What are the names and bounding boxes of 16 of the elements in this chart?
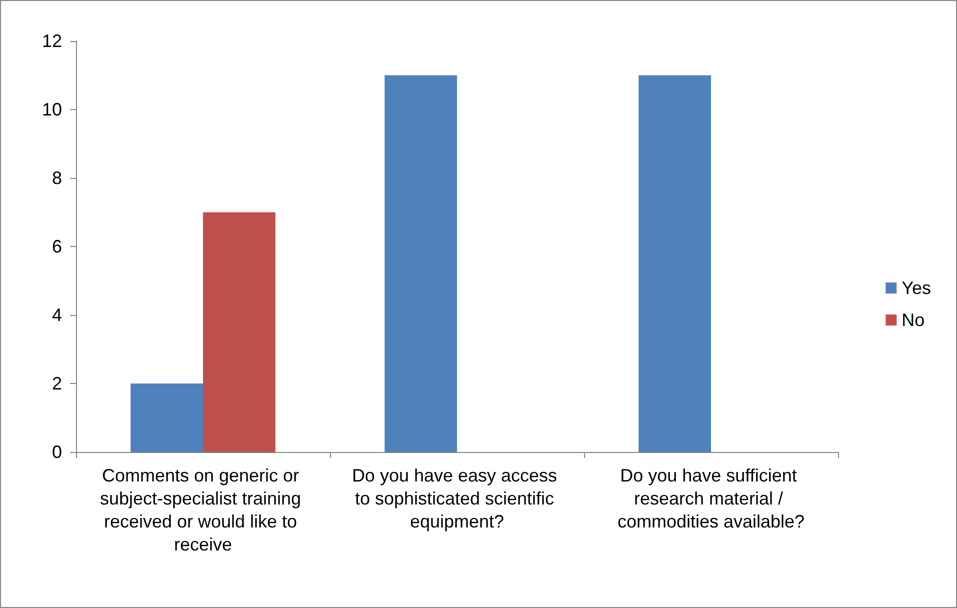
y-tick-label: 6 bbox=[52, 236, 62, 256]
y-tick-label: 0 bbox=[52, 442, 62, 462]
bar bbox=[384, 75, 457, 452]
y-tick-label: 4 bbox=[52, 305, 62, 325]
bar bbox=[638, 75, 711, 452]
x-tick-label: Do you have sufficient research material / commodities available? bbox=[617, 466, 805, 532]
legend-label: Yes bbox=[902, 278, 932, 298]
bar bbox=[130, 384, 203, 452]
legend-label: No bbox=[902, 310, 925, 330]
x-tick-label: Comments on generic or subject-specialist training received or would like to receive bbox=[100, 466, 306, 554]
y-tick-label: 2 bbox=[52, 374, 62, 394]
bar bbox=[203, 212, 276, 452]
x-tick-label: Do you have easy access to sophisticated scientific equipment? bbox=[352, 466, 562, 532]
y-tick-label: 12 bbox=[42, 31, 62, 51]
y-tick-label: 10 bbox=[42, 100, 62, 120]
y-tick-label: 8 bbox=[52, 168, 62, 188]
